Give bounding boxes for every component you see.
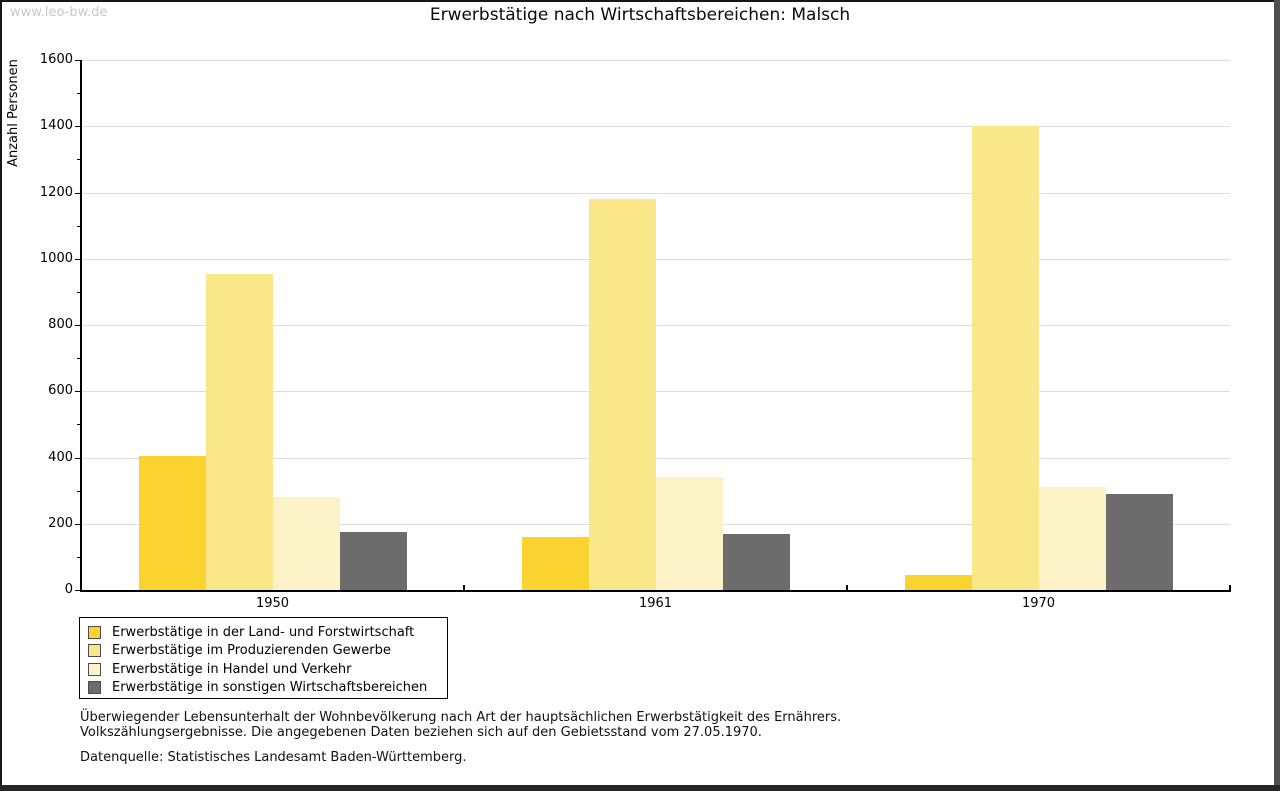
- frame-border-right: [1274, 0, 1280, 791]
- y-major-tick: [75, 590, 81, 591]
- frame-border-left: [0, 0, 2, 791]
- y-tick-label: 400: [48, 449, 73, 465]
- legend-item: Erwerbstätige in Handel und Verkehr: [88, 660, 447, 679]
- legend-item: Erwerbstätige in der Land- und Forstwirt…: [88, 623, 447, 642]
- y-gridline: [81, 192, 1230, 194]
- bar: [138, 455, 206, 590]
- y-gridline: [81, 126, 1230, 128]
- x-axis-line: [80, 590, 1231, 592]
- legend-label: Erwerbstätige in Handel und Verkehr: [112, 661, 352, 677]
- data-source: Datenquelle: Statistisches Landesamt Bad…: [80, 750, 467, 765]
- x-tick-label: 1950: [255, 596, 290, 611]
- y-tick-label: 0: [64, 582, 73, 597]
- x-boundary-tick: [846, 585, 848, 590]
- x-boundary-tick: [463, 585, 465, 590]
- y-gridline: [81, 391, 1230, 393]
- y-tick-label: 1200: [39, 184, 73, 200]
- bar: [272, 497, 340, 590]
- y-tick-label: 1000: [39, 250, 73, 266]
- legend-swatch: [88, 644, 101, 658]
- bar: [205, 273, 273, 590]
- legend-swatch: [88, 681, 101, 695]
- y-major-tick: [75, 60, 81, 61]
- footnote-line-1: Überwiegender Lebensunterhalt der Wohnbe…: [80, 710, 842, 725]
- bar: [521, 537, 589, 590]
- legend-box: Erwerbstätige in der Land- und Forstwirt…: [79, 617, 448, 699]
- y-major-tick: [75, 391, 81, 393]
- legend-label: Erwerbstätige in sonstigen Wirtschaftsbe…: [112, 680, 428, 696]
- bar: [588, 199, 656, 590]
- y-axis-line: [80, 60, 82, 592]
- y-major-tick: [75, 523, 81, 525]
- y-tick-label: 1600: [39, 52, 73, 67]
- y-major-tick: [75, 457, 81, 459]
- y-gridline: [81, 60, 1230, 61]
- legend-item: Erwerbstätige im Produzierenden Gewerbe: [88, 642, 447, 661]
- y-minor-tick: [77, 424, 81, 426]
- x-tick-label: 1961: [638, 596, 673, 611]
- legend-label: Erwerbstätige in der Land- und Forstwirt…: [112, 624, 415, 640]
- y-minor-tick: [77, 490, 81, 492]
- y-gridline: [81, 325, 1230, 326]
- bar: [904, 575, 972, 590]
- frame-border-bottom: [0, 785, 1280, 791]
- x-tick-label: 1970: [1021, 596, 1056, 611]
- x-boundary-tick: [1229, 585, 1231, 590]
- legend-label: Erwerbstätige im Produzierenden Gewerbe: [112, 643, 391, 659]
- y-minor-tick: [77, 225, 81, 227]
- legend-item: Erwerbstätige in sonstigen Wirtschaftsbe…: [88, 679, 447, 698]
- frame-border-top: [0, 0, 1280, 2]
- y-tick-label: 600: [48, 383, 73, 399]
- y-minor-tick: [77, 93, 81, 95]
- bar: [655, 477, 723, 590]
- legend-swatch: [88, 662, 101, 676]
- y-minor-tick: [77, 291, 81, 293]
- y-major-tick: [75, 192, 81, 194]
- bar: [1105, 493, 1173, 590]
- y-axis-label: Anzahl Personen: [6, 59, 21, 167]
- y-tick-label: 1400: [39, 118, 73, 134]
- bar: [971, 126, 1039, 590]
- y-minor-tick: [77, 358, 81, 360]
- bar: [339, 532, 407, 590]
- y-major-tick: [75, 325, 81, 326]
- chart-title: Erwerbstätige nach Wirtschaftsbereichen:…: [429, 5, 851, 25]
- y-tick-label: 200: [48, 515, 73, 531]
- legend-swatch: [88, 625, 101, 639]
- y-minor-tick: [77, 556, 81, 558]
- bar: [1038, 487, 1106, 590]
- y-minor-tick: [77, 159, 81, 161]
- y-major-tick: [75, 258, 81, 260]
- watermark: www.leo-bw.de: [10, 5, 108, 20]
- y-major-tick: [75, 126, 81, 128]
- y-gridline: [81, 457, 1230, 459]
- footnote: Überwiegender Lebensunterhalt der Wohnbe…: [80, 710, 841, 740]
- y-tick-label: 800: [48, 317, 73, 332]
- bar: [722, 533, 790, 590]
- y-gridline: [81, 258, 1230, 260]
- footnote-line-2: Volkszählungsergebnisse. Die angegebenen…: [80, 725, 762, 740]
